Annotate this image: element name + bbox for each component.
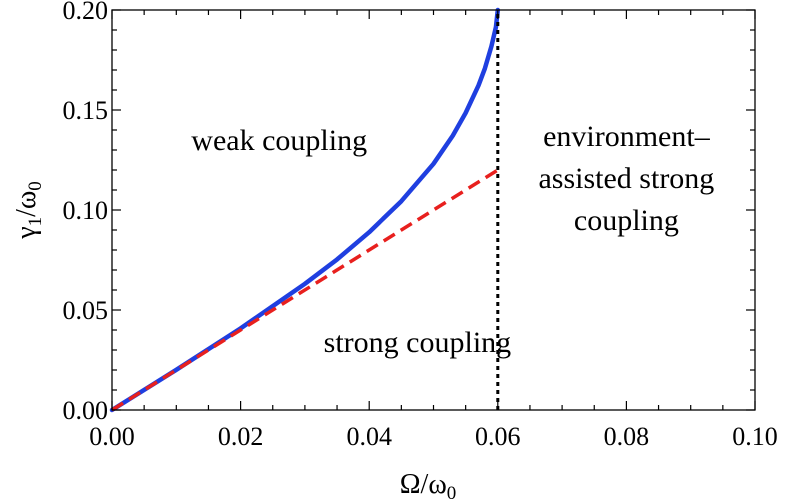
series-line-solid-0	[109, 7, 501, 413]
series-layer	[109, 7, 501, 413]
y-tick-label: 0.00	[63, 396, 109, 425]
x-tick-label: 0.08	[604, 422, 650, 451]
region-label-line: weak coupling	[191, 124, 367, 157]
y-tick-label: 0.15	[63, 96, 109, 125]
x-tick-label: 0.06	[475, 422, 521, 451]
x-axis-label: Ω/ω0	[400, 469, 457, 502]
region-label-line: assisted strong	[538, 162, 714, 195]
annotations-layer: weak coupling strong coupling environment–…	[191, 120, 714, 359]
x-tick-label: 0.02	[218, 422, 264, 451]
ticks-layer: 0.00 0.02 0.04 0.06 0.08 0.10 0.00 0.05 0.10 0.15…	[63, 0, 778, 451]
y-axis-label: γ1/ω0	[11, 181, 46, 240]
series-line-dashed-1	[111, 168, 499, 412]
x-tick-label: 0.04	[346, 422, 392, 451]
region-label-2: environment– assisted strong coupling	[538, 120, 714, 237]
y-axis-label-subscript-1: 1	[25, 217, 46, 227]
y-axis-label-subscript-2: 0	[25, 181, 46, 191]
y-tick-label: 0.05	[63, 296, 109, 325]
x-tick-label: 0.10	[732, 422, 778, 451]
region-label-0: weak coupling	[191, 124, 367, 157]
y-tick-label: 0.10	[63, 196, 109, 225]
region-label-line: coupling	[574, 204, 679, 237]
y-tick-label: 0.20	[63, 0, 109, 25]
region-label-1: strong coupling	[324, 326, 512, 359]
x-axis-label-subscript: 0	[447, 483, 457, 502]
region-label-line: strong coupling	[324, 326, 512, 359]
region-label-line: environment–	[543, 120, 711, 153]
x-tick-label: 0.00	[89, 422, 135, 451]
